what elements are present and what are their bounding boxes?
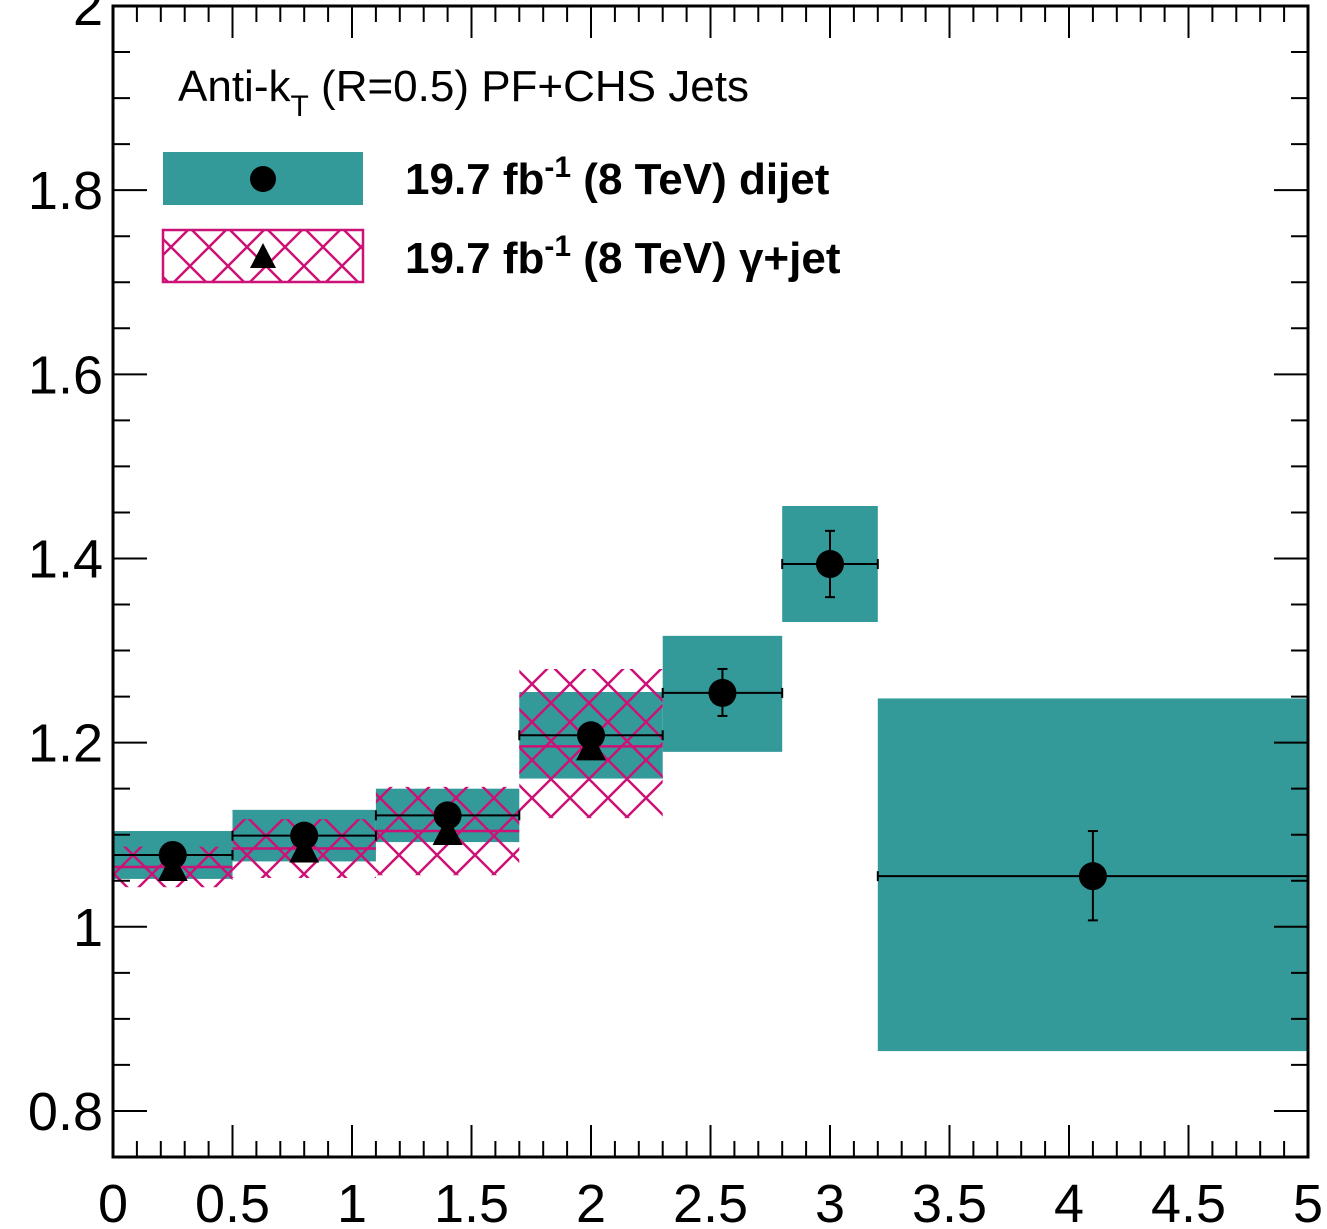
jet-algorithm-annotation: Anti-kT (R=0.5) PF+CHS Jets (178, 62, 749, 123)
dijet-point-4 (708, 678, 737, 707)
annotation-subscript: T (290, 90, 308, 123)
y-tick-label-1: 1 (73, 898, 103, 958)
y-tick-label-0: 0.8 (28, 1082, 103, 1142)
x-tick-label-1: 0.5 (195, 1174, 270, 1229)
legend-label-dijet: 19.7 fb-1 (8 TeV) dijet (405, 151, 830, 204)
x-tick-label-10: 5 (1293, 1174, 1323, 1229)
legend-label-gamma-jet: 19.7 fb-1 (8 TeV) γ+jet (405, 230, 841, 283)
legend-dijet-sup: -1 (544, 151, 571, 184)
x-tick-label-4: 2 (576, 1174, 606, 1229)
y-tick-labels: 0.8 1 1.2 1.4 1.6 1.8 2 (28, 0, 103, 1142)
x-tick-label-6: 3 (815, 1174, 845, 1229)
legend-gamma-sup: -1 (544, 230, 571, 263)
legend-gamma-pre: 19.7 fb (405, 234, 544, 283)
y-tick-label-2: 1.2 (28, 714, 103, 774)
uncertainty-bands (113, 505, 1308, 1052)
dijet-point-3 (577, 721, 605, 750)
x-tick-label-9: 4.5 (1151, 1174, 1226, 1229)
x-tick-labels: 0 0.5 1 1.5 2 2.5 3 3.5 4 4.5 5 (98, 1174, 1323, 1229)
x-tick-label-2: 1 (337, 1174, 367, 1229)
x-tick-label-0: 0 (98, 1174, 128, 1229)
dijet-point-0 (158, 840, 187, 869)
legend-marker-circle (250, 166, 276, 192)
dijet-point-2 (433, 801, 462, 830)
annotation-main: Anti-k (178, 62, 291, 111)
y-tick-label-6: 2 (73, 0, 103, 37)
legend: 19.7 fb-1 (8 TeV) dijet 19.7 fb-1 (8 TeV… (161, 151, 841, 284)
data-markers (157, 550, 1107, 891)
gamma-jet-point-2 (432, 816, 463, 846)
axis-ticks (112, 5, 1309, 1158)
y-tick-label-5: 1.8 (28, 161, 103, 221)
legend-dijet-pre: 19.7 fb (405, 155, 544, 204)
legend-dijet-post: (8 TeV) dijet (571, 155, 830, 204)
y-tick-label-3: 1.4 (28, 529, 103, 589)
x-tick-label-3: 1.5 (434, 1174, 509, 1229)
x-tick-label-8: 4 (1054, 1174, 1084, 1229)
dijet-point-6 (1078, 862, 1107, 891)
y-tick-label-4: 1.6 (28, 345, 103, 405)
legend-gamma-post: (8 TeV) γ+jet (571, 234, 841, 283)
dijet-point-5 (816, 550, 844, 579)
dijet-point-1 (290, 821, 319, 850)
annotation-rest: (R=0.5) PF+CHS Jets (309, 62, 749, 111)
legend-marker-triangle (250, 243, 276, 268)
x-tick-label-7: 3.5 (912, 1174, 987, 1229)
x-tick-label-5: 2.5 (673, 1174, 748, 1229)
